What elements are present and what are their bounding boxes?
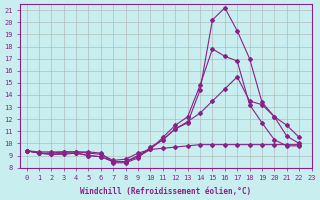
X-axis label: Windchill (Refroidissement éolien,°C): Windchill (Refroidissement éolien,°C) <box>80 187 252 196</box>
